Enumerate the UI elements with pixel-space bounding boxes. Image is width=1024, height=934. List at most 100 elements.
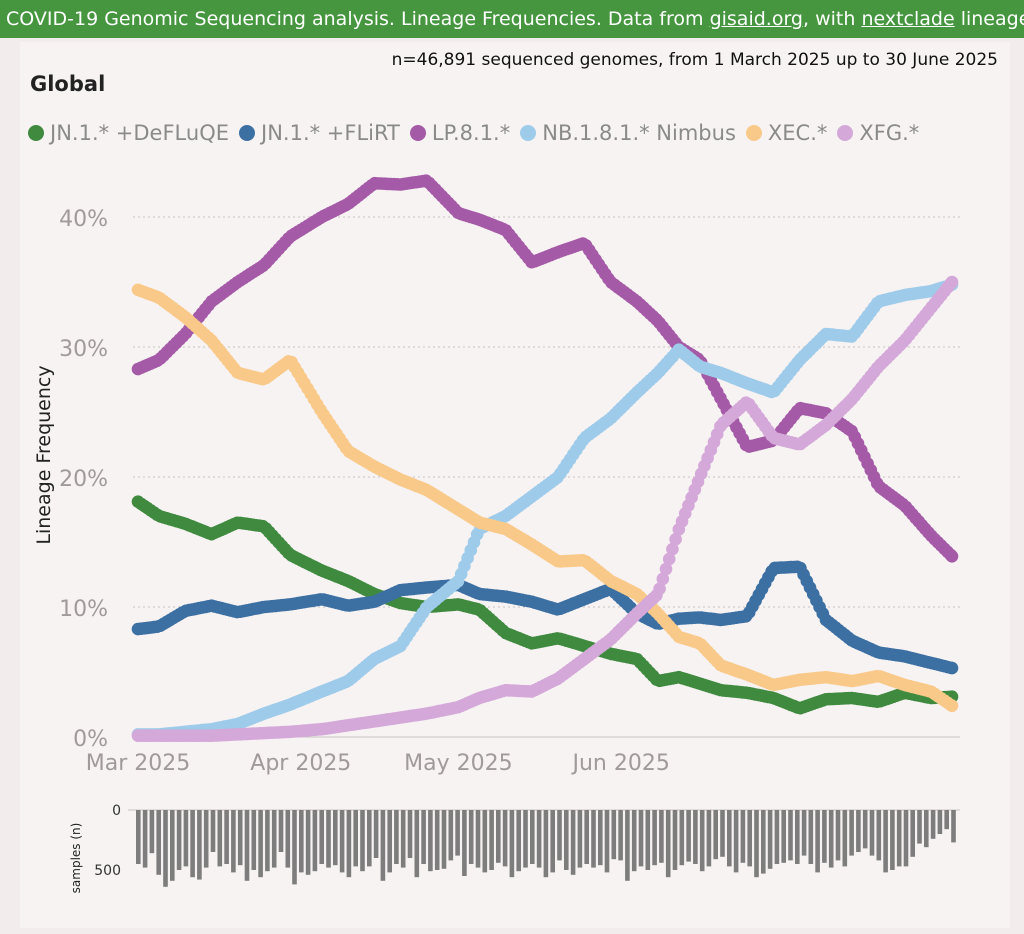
x-tick-label: Mar 2025	[86, 751, 191, 776]
sample-bar	[176, 810, 182, 870]
sample-bar	[910, 810, 915, 857]
sample-bar	[570, 810, 576, 875]
sample-bar	[659, 810, 664, 863]
sample-bar	[672, 810, 678, 870]
data-point	[945, 550, 959, 563]
sample-bar	[740, 810, 746, 863]
legend-label: XFG.*	[859, 121, 920, 145]
sample-bar	[516, 810, 521, 872]
y-tick-label: 10%	[59, 597, 108, 622]
sample-bar	[530, 810, 535, 864]
sample-bar	[611, 810, 617, 860]
sample-bar	[292, 810, 297, 885]
y-axis-label: Lineage Frequency	[33, 365, 55, 544]
sample-bar	[136, 810, 141, 864]
sample-bar	[883, 810, 888, 873]
sample-bar	[686, 810, 691, 862]
legend-label: NB.1.8.1.* Nimbus	[542, 121, 736, 145]
sample-bar	[333, 810, 338, 866]
sample-bar	[856, 810, 861, 852]
nextclade-link[interactable]: nextclade	[861, 8, 955, 30]
sample-bar	[305, 810, 311, 875]
chart-legend: JN.1.* +DeFLuQE JN.1.* +FLiRT LP.8.1.* NB.1…	[28, 121, 929, 146]
sample-bar	[795, 810, 800, 864]
sample-bar	[387, 810, 392, 873]
sample-bar	[924, 810, 929, 848]
sample-bar	[849, 810, 854, 856]
sample-bar	[190, 810, 195, 878]
sample-bar	[564, 810, 569, 870]
sample-bar	[441, 810, 447, 869]
sample-bar	[380, 810, 386, 881]
data-point	[656, 572, 670, 586]
sample-bar	[876, 810, 882, 861]
data-point	[666, 542, 679, 556]
x-tick-label: Jun 2025	[570, 751, 669, 776]
sample-bar	[815, 810, 820, 873]
sample-bar	[808, 810, 814, 864]
sample-bar	[509, 810, 515, 878]
sample-bar	[489, 810, 494, 870]
gisaid-link[interactable]: gisaid.org	[709, 8, 803, 30]
sample-bar	[156, 810, 161, 875]
sample-bar	[536, 810, 542, 868]
sample-bar	[862, 810, 868, 849]
sample-bar	[828, 810, 834, 868]
sample-bar	[652, 810, 657, 866]
sample-bar	[373, 810, 379, 858]
y-tick-label: 20%	[59, 467, 108, 492]
sample-bar	[625, 810, 630, 881]
sample-bar	[645, 810, 651, 870]
sample-bar	[414, 810, 420, 878]
sample-bar	[604, 810, 610, 873]
legend-item[interactable]: LP.8.1.*	[409, 121, 511, 145]
sample-bar	[896, 810, 902, 867]
legend-label: JN.1.* +DeFLuQE	[50, 121, 229, 145]
sample-bar	[455, 810, 460, 856]
sample-bar	[197, 810, 202, 880]
sample-bar	[584, 810, 589, 864]
legend-item[interactable]: JN.1.* +DeFLuQE	[28, 121, 229, 145]
sample-bar	[903, 810, 909, 867]
data-point	[945, 275, 959, 289]
sample-bar	[353, 810, 358, 867]
sample-bar	[367, 810, 372, 867]
legend-item[interactable]: JN.1.* +FLiRT	[239, 121, 400, 145]
legend-label: LP.8.1.*	[431, 121, 511, 145]
chart-subtitle: n=46,891 sequenced genomes, from 1 March…	[391, 50, 998, 70]
sample-bar	[142, 810, 148, 868]
sample-bar	[258, 810, 263, 878]
sample-bar	[543, 810, 549, 878]
sample-bar	[937, 810, 943, 834]
sample-bar	[788, 810, 793, 861]
sample-bar	[319, 810, 324, 864]
sample-bar	[203, 810, 209, 868]
sample-bar	[774, 810, 780, 864]
data-point	[662, 552, 676, 566]
legend-dot	[28, 125, 44, 141]
banner-text-3: lineages. Source	[960, 8, 1024, 30]
legend-item[interactable]: XEC.*	[745, 121, 827, 145]
sample-bar	[638, 810, 644, 867]
sample-bar	[496, 810, 501, 863]
sample-bar	[917, 810, 922, 844]
sample-bar	[550, 810, 555, 873]
sample-bar	[693, 810, 698, 864]
data-point	[945, 699, 959, 713]
banner-title: COVID-19 Genomic Sequencing analysis.	[6, 8, 402, 30]
sample-bar	[237, 810, 243, 866]
sample-bar	[727, 810, 732, 867]
sample-bar	[462, 810, 467, 876]
legend-item[interactable]: XFG.*	[837, 121, 919, 145]
sample-bar	[394, 810, 399, 864]
sample-bar	[699, 810, 705, 872]
y-tick-label: 40%	[59, 207, 108, 232]
sample-bar	[754, 810, 759, 878]
sample-bar	[285, 810, 291, 868]
sample-bar	[713, 810, 718, 860]
sample-bar	[665, 810, 671, 878]
region-title: Global	[30, 72, 106, 96]
sample-bar	[591, 810, 596, 868]
legend-item[interactable]: NB.1.8.1.* Nimbus	[520, 121, 736, 145]
sample-bar	[346, 810, 352, 878]
